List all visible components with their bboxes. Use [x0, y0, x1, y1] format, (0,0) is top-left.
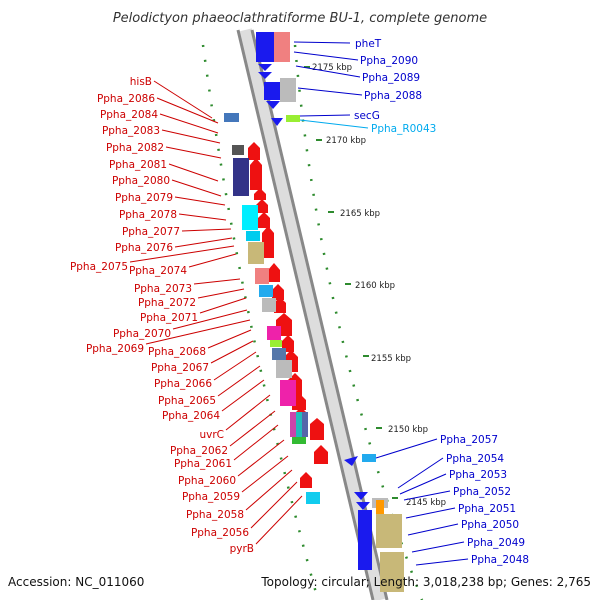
gene-label-Ppha_2078: Ppha_2078 [119, 209, 177, 221]
gene-label-Ppha_2083: Ppha_2083 [102, 125, 160, 137]
gene-label-pyrB: pyrB [230, 543, 254, 555]
reverse-strand-arrows [248, 142, 328, 488]
gene-label-Ppha_2056: Ppha_2056 [191, 527, 249, 539]
gene-label-Ppha_2057: Ppha_2057 [440, 434, 498, 446]
gene-label-Ppha_2090: Ppha_2090 [360, 55, 418, 67]
gene-label-Ppha_2089: Ppha_2089 [362, 72, 420, 84]
gene-label-Ppha_2053: Ppha_2053 [449, 469, 507, 481]
gene-label-Ppha_2069: Ppha_2069 [86, 343, 144, 355]
gene-label-uvrC: uvrC [199, 429, 224, 441]
topology-label: Topology: circular; Length: 3,018,238 bp… [260, 575, 591, 589]
gene-label-Ppha_2052: Ppha_2052 [453, 486, 511, 498]
gene-label-Ppha_2073: Ppha_2073 [134, 283, 192, 295]
gene-label-Ppha_2061: Ppha_2061 [174, 458, 232, 470]
gene-label-Ppha_2048: Ppha_2048 [471, 554, 529, 566]
gene-label-Ppha_2059: Ppha_2059 [182, 491, 240, 503]
gene-label-hisB: hisB [130, 76, 152, 88]
scale-tick-label: 2150 kbp [388, 425, 428, 435]
gene-label-Ppha_2081: Ppha_2081 [109, 159, 167, 171]
gene-label-Ppha_2079: Ppha_2079 [115, 192, 173, 204]
gene-label-Ppha_2058: Ppha_2058 [186, 509, 244, 521]
scale-tick-label: 2165 kbp [340, 209, 380, 219]
forward-gene-labels: pheT Ppha_2090 Ppha_2089 Ppha_2088 secG … [293, 38, 529, 566]
gene-label-Ppha_2054: Ppha_2054 [446, 453, 504, 465]
gene-label-Ppha_2049: Ppha_2049 [467, 537, 525, 549]
gene-label-secG: secG [354, 110, 380, 122]
gene-label-Ppha_2086: Ppha_2086 [97, 93, 155, 105]
scale-tick-label: 2175 kbp [312, 63, 352, 73]
scale-ticks: 2175 kbp 2170 kbp 2165 kbp 2160 kbp 2155… [304, 63, 446, 508]
gene-label-Ppha_2066: Ppha_2066 [154, 378, 212, 390]
gene-label-Ppha_2050: Ppha_2050 [461, 519, 519, 531]
scale-tick-label: 2145 kbp [406, 498, 446, 508]
gene-label-Ppha_2071: Ppha_2071 [140, 312, 198, 324]
scale-tick-label: 2170 kbp [326, 136, 366, 146]
accession-label: Accession: NC_011060 [8, 575, 144, 589]
gene-label-Ppha_2084: Ppha_2084 [100, 109, 158, 121]
gene-label-Ppha_2060: Ppha_2060 [178, 475, 236, 487]
gene-label-Ppha_2088: Ppha_2088 [364, 90, 422, 102]
gene-label-Ppha_2064: Ppha_2064 [162, 410, 220, 422]
gene-label-Ppha_2075: Ppha_2075 [70, 261, 128, 273]
gene-label-Ppha_R0043: Ppha_R0043 [371, 123, 436, 135]
gene-label-Ppha_2082: Ppha_2082 [106, 142, 164, 154]
gene-label-Ppha_2062: Ppha_2062 [170, 445, 228, 457]
gene-blocks [224, 32, 404, 592]
map-title: Pelodictyon phaeoclathratiforme BU-1, co… [113, 11, 487, 26]
gene-label-Ppha_2067: Ppha_2067 [151, 362, 209, 374]
gene-label-Ppha_2080: Ppha_2080 [112, 175, 170, 187]
gene-label-Ppha_2070: Ppha_2070 [113, 328, 171, 340]
gene-label-pheT: pheT [355, 38, 382, 50]
scale-tick-label: 2155 kbp [371, 354, 411, 364]
gene-label-Ppha_2068: Ppha_2068 [148, 346, 206, 358]
gene-label-Ppha_2051: Ppha_2051 [458, 503, 516, 515]
gene-label-Ppha_2076: Ppha_2076 [115, 242, 173, 254]
gene-label-Ppha_2065: Ppha_2065 [158, 395, 216, 407]
gene-label-Ppha_2074: Ppha_2074 [129, 265, 187, 277]
gene-label-Ppha_2072: Ppha_2072 [138, 297, 196, 309]
scale-tick-label: 2160 kbp [355, 281, 395, 291]
gene-label-Ppha_2077: Ppha_2077 [122, 226, 180, 238]
reverse-gene-labels: hisB Ppha_2086 Ppha_2084 Ppha_2083 Ppha_… [70, 76, 303, 555]
